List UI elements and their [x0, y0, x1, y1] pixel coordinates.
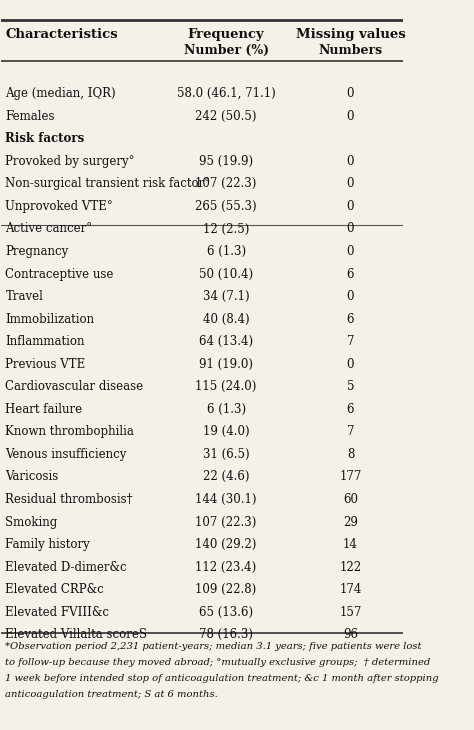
Text: 242 (50.5): 242 (50.5): [195, 110, 257, 123]
Text: 0: 0: [347, 177, 354, 191]
Text: Previous VTE: Previous VTE: [5, 358, 86, 371]
Text: Inflammation: Inflammation: [5, 335, 85, 348]
Text: Elevated FVIII&c: Elevated FVIII&c: [5, 606, 109, 619]
Text: Immobilization: Immobilization: [5, 312, 94, 326]
Text: 107 (22.3): 107 (22.3): [195, 515, 257, 529]
Text: *Observation period 2,231 patient-years; median 3.1 years; five patients were lo: *Observation period 2,231 patient-years;…: [5, 642, 422, 651]
Text: 8: 8: [347, 448, 354, 461]
Text: Heart failure: Heart failure: [5, 403, 82, 416]
Text: 91 (19.0): 91 (19.0): [199, 358, 253, 371]
Text: 14: 14: [343, 538, 358, 551]
Text: Contraceptive use: Contraceptive use: [5, 268, 114, 280]
Text: 7: 7: [347, 426, 354, 438]
Text: Active cancer°: Active cancer°: [5, 223, 92, 236]
Text: Residual thrombosis†: Residual thrombosis†: [5, 493, 133, 506]
Text: 0: 0: [347, 223, 354, 236]
Text: 0: 0: [347, 245, 354, 258]
Text: 64 (13.4): 64 (13.4): [199, 335, 253, 348]
Text: 0: 0: [347, 110, 354, 123]
Text: 122: 122: [339, 561, 362, 574]
Text: Varicosis: Varicosis: [5, 470, 59, 483]
Text: Missing values: Missing values: [296, 28, 405, 42]
Text: 6: 6: [347, 403, 354, 416]
Text: 19 (4.0): 19 (4.0): [203, 426, 249, 438]
Text: 0: 0: [347, 87, 354, 100]
Text: 0: 0: [347, 290, 354, 303]
Text: 107 (22.3): 107 (22.3): [195, 177, 257, 191]
Text: 40 (8.4): 40 (8.4): [203, 312, 249, 326]
Text: Unprovoked VTE°: Unprovoked VTE°: [5, 200, 113, 213]
Text: 78 (16.3): 78 (16.3): [199, 629, 253, 641]
Text: Age (median, IQR): Age (median, IQR): [5, 87, 116, 100]
Text: Characteristics: Characteristics: [5, 28, 118, 42]
Text: 31 (6.5): 31 (6.5): [203, 448, 249, 461]
Text: 60: 60: [343, 493, 358, 506]
Text: Travel: Travel: [5, 290, 43, 303]
Text: 157: 157: [339, 606, 362, 619]
Text: 58.0 (46.1, 71.1): 58.0 (46.1, 71.1): [177, 87, 275, 100]
Text: 0: 0: [347, 155, 354, 168]
Text: Provoked by surgery°: Provoked by surgery°: [5, 155, 135, 168]
Text: 112 (23.4): 112 (23.4): [195, 561, 257, 574]
Text: Known thrombophilia: Known thrombophilia: [5, 426, 134, 438]
Text: 7: 7: [347, 335, 354, 348]
Text: 6 (1.3): 6 (1.3): [207, 245, 246, 258]
Text: 265 (55.3): 265 (55.3): [195, 200, 257, 213]
Text: 177: 177: [339, 470, 362, 483]
Text: to follow-up because they moved abroad; °mutually exclusive groups;  † determine: to follow-up because they moved abroad; …: [5, 658, 431, 667]
Text: 0: 0: [347, 358, 354, 371]
Text: Number (%): Number (%): [183, 44, 269, 56]
Text: Cardiovascular disease: Cardiovascular disease: [5, 380, 144, 393]
Text: 1 week before intended stop of anticoagulation treatment; &c 1 month after stopp: 1 week before intended stop of anticoagu…: [5, 674, 439, 683]
Text: Frequency: Frequency: [188, 28, 264, 42]
Text: 174: 174: [339, 583, 362, 596]
Text: Elevated CRP&c: Elevated CRP&c: [5, 583, 104, 596]
Text: 144 (30.1): 144 (30.1): [195, 493, 257, 506]
Text: Venous insufficiency: Venous insufficiency: [5, 448, 127, 461]
Text: 6 (1.3): 6 (1.3): [207, 403, 246, 416]
Text: Numbers: Numbers: [319, 44, 383, 56]
Text: Risk factors: Risk factors: [5, 132, 85, 145]
Text: 96: 96: [343, 629, 358, 641]
Text: 6: 6: [347, 312, 354, 326]
Text: Family history: Family history: [5, 538, 90, 551]
Text: 95 (19.9): 95 (19.9): [199, 155, 253, 168]
Text: anticoagulation treatment; S at 6 months.: anticoagulation treatment; S at 6 months…: [5, 690, 218, 699]
Text: 34 (7.1): 34 (7.1): [203, 290, 249, 303]
Text: 140 (29.2): 140 (29.2): [195, 538, 257, 551]
Text: 0: 0: [347, 200, 354, 213]
Text: 12 (2.5): 12 (2.5): [203, 223, 249, 236]
Text: 6: 6: [347, 268, 354, 280]
Text: Pregnancy: Pregnancy: [5, 245, 69, 258]
Text: Smoking: Smoking: [5, 515, 58, 529]
Text: 109 (22.8): 109 (22.8): [195, 583, 257, 596]
Text: Elevated Villalta scoreS: Elevated Villalta scoreS: [5, 629, 147, 641]
Text: Elevated D-dimer&c: Elevated D-dimer&c: [5, 561, 127, 574]
Text: 22 (4.6): 22 (4.6): [203, 470, 249, 483]
Text: Non-surgical transient risk factor°: Non-surgical transient risk factor°: [5, 177, 210, 191]
Text: 65 (13.6): 65 (13.6): [199, 606, 253, 619]
Text: 115 (24.0): 115 (24.0): [195, 380, 257, 393]
Text: Females: Females: [5, 110, 55, 123]
Text: 50 (10.4): 50 (10.4): [199, 268, 253, 280]
Text: 29: 29: [343, 515, 358, 529]
Text: 5: 5: [347, 380, 354, 393]
